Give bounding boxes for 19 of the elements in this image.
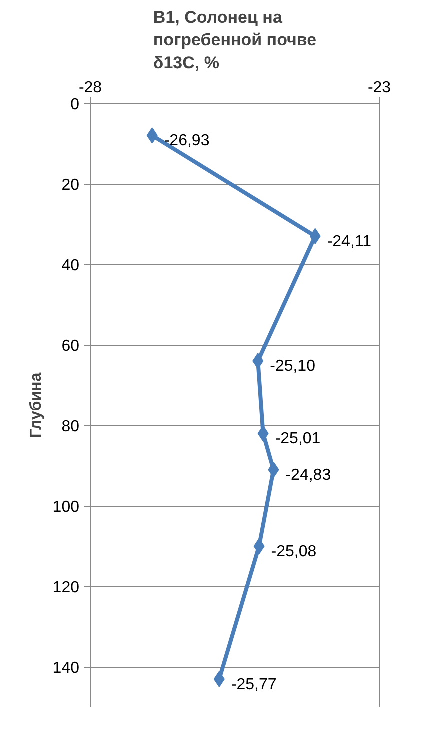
y-tick-label: 40 [62,258,80,275]
data-label: -26,93 [164,132,210,150]
data-label: -25,10 [270,358,316,376]
y-tick-label: 120 [52,580,80,597]
x-tick-label: -28 [78,80,102,96]
y-tick-label: 20 [62,177,80,194]
chart-title: В1, Солонец на погребенной почве δ13С, % [153,8,317,72]
y-tick-label: 100 [52,499,80,516]
y-tick-label: 60 [62,338,80,356]
data-label: -25,01 [275,430,321,448]
x-tick-label: -23 [368,80,392,96]
data-label: -24,83 [286,466,332,484]
y-tick-label: 80 [62,418,80,436]
data-label: -25,77 [231,676,277,694]
data-label: -25,08 [271,543,317,560]
y-tick-label: 0 [70,96,80,114]
y-tick-label: 140 [52,660,80,678]
data-label: -24,11 [327,233,372,250]
y-axis-title: Глубина [28,372,45,438]
